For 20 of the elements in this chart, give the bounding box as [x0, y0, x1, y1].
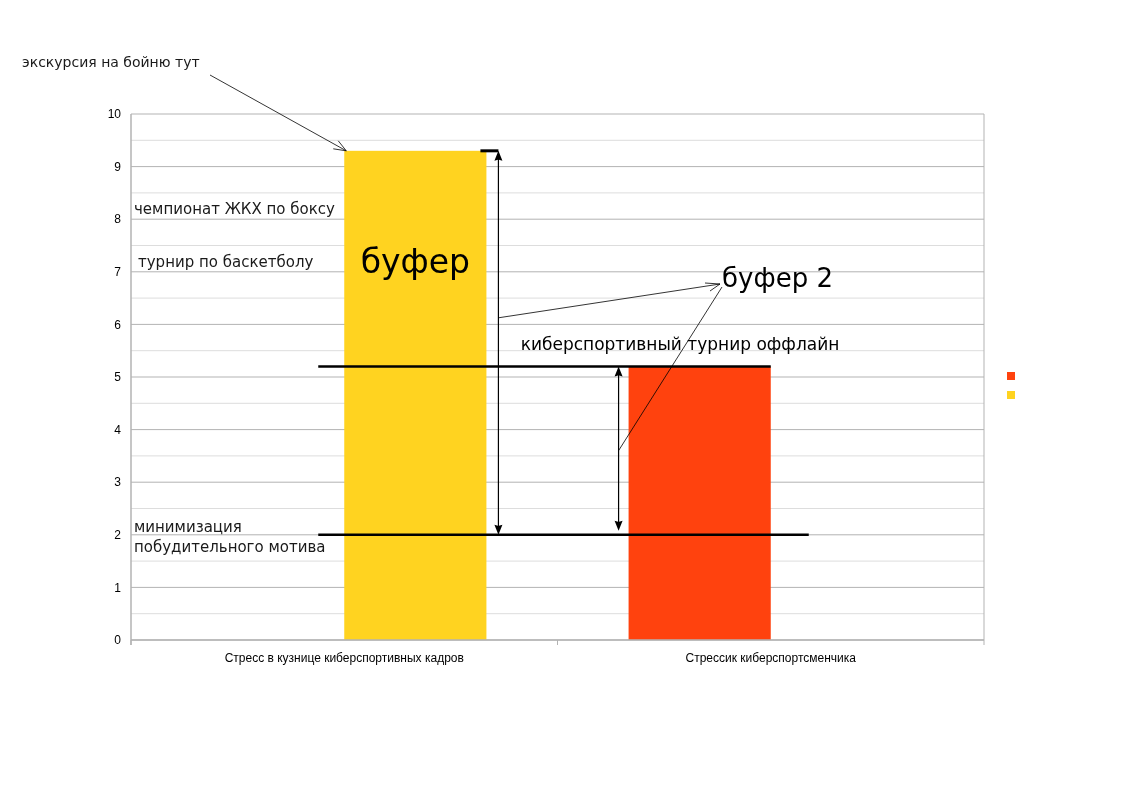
x-tick-label: Стресс в кузнице киберспортивных кадров	[224, 651, 464, 665]
y-tick-label: 10	[107, 107, 122, 122]
y-tick-label: 2	[114, 528, 122, 542]
y-tick-label: 7	[114, 265, 122, 279]
ref-line-label: киберспортивный турнир оффлайн	[520, 334, 840, 355]
annotation: буфер	[360, 241, 471, 281]
y-tick-label: 0	[114, 633, 122, 648]
y-tick-label: 9	[114, 159, 122, 174]
ref-line-label: минимизация побудительного мотива	[134, 517, 326, 556]
y-tick-label: 4	[114, 422, 122, 437]
y-tick-label: 5	[114, 370, 122, 385]
y-tick-label: 6	[114, 317, 122, 332]
annotation: экскурсия на бойню тут	[22, 54, 200, 70]
annotation: турнир по баскетболу	[138, 252, 314, 271]
y-tick-label: 1	[114, 580, 122, 595]
annotation: буфер 2	[722, 263, 833, 293]
y-tick-label: 3	[114, 475, 122, 490]
y-tick-label: 8	[114, 212, 122, 227]
x-tick-label: Стрессик киберспортсменчика	[685, 651, 857, 665]
annotation: чемпионат ЖКХ по боксу	[134, 199, 335, 218]
